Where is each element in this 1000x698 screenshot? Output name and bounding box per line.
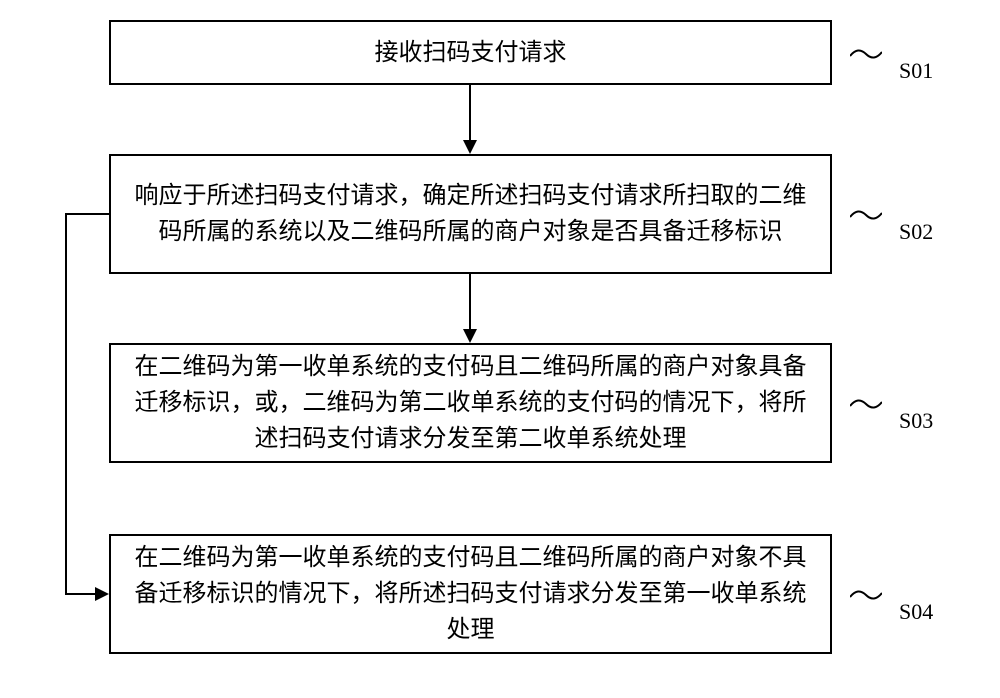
flow-step-s01: 接收扫码支付请求 — [109, 20, 832, 85]
side-connector-arrow — [65, 584, 109, 604]
step-label-s02: S02 — [899, 219, 933, 245]
flow-step-s03: 在二维码为第一收单系统的支付码且二维码所属的商户对象具备迁移标识，或，二维码为第… — [109, 343, 832, 463]
arrow-s01-s02 — [460, 85, 480, 154]
step-text: 接收扫码支付请求 — [375, 35, 567, 71]
step-label-s03: S03 — [899, 408, 933, 434]
tilde-connector — [850, 44, 882, 64]
step-label-s01: S01 — [899, 58, 933, 84]
step-text: 响应于所述扫码支付请求，确定所述扫码支付请求所扫取的二维码所属的系统以及二维码所… — [127, 178, 814, 250]
tilde-connector — [850, 205, 882, 225]
side-connector-h1 — [65, 213, 109, 215]
side-connector-v — [65, 213, 67, 594]
tilde-connector — [850, 394, 882, 414]
step-text: 在二维码为第一收单系统的支付码且二维码所属的商户对象不具备迁移标识的情况下，将所… — [127, 540, 814, 648]
flow-step-s04: 在二维码为第一收单系统的支付码且二维码所属的商户对象不具备迁移标识的情况下，将所… — [109, 534, 832, 654]
arrow-s02-s03 — [460, 274, 480, 343]
tilde-connector — [850, 585, 882, 605]
step-text: 在二维码为第一收单系统的支付码且二维码所属的商户对象具备迁移标识，或，二维码为第… — [127, 349, 814, 457]
flow-step-s02: 响应于所述扫码支付请求，确定所述扫码支付请求所扫取的二维码所属的系统以及二维码所… — [109, 154, 832, 274]
step-label-s04: S04 — [899, 599, 933, 625]
